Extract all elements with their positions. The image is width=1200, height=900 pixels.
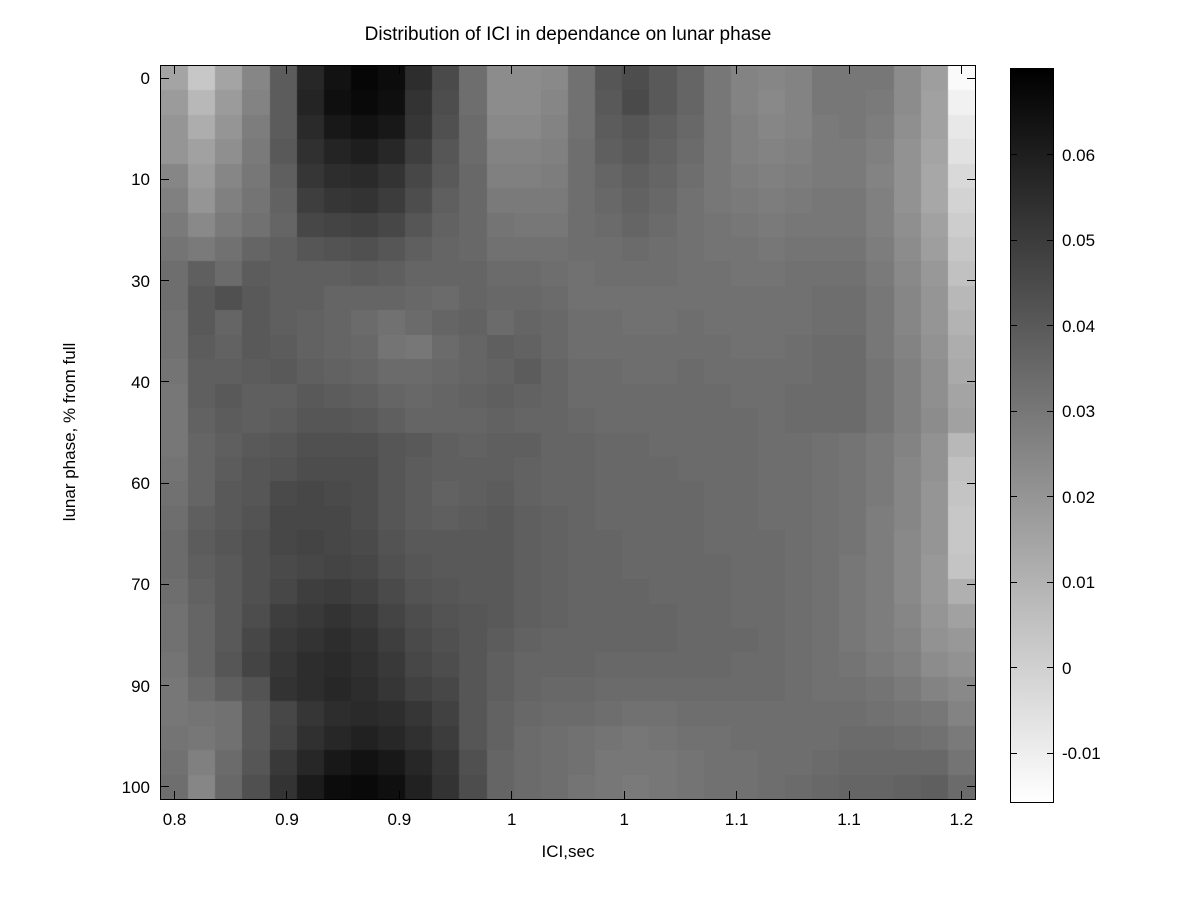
heatmap-canvas	[161, 66, 975, 799]
colorbar-tick	[1047, 239, 1053, 241]
colorbar-tick	[1011, 410, 1017, 412]
x-axis-label: ICI,sec	[541, 842, 595, 861]
x-axis-tick	[398, 791, 400, 799]
colorbar-tick	[1047, 581, 1053, 583]
colorbar-tick-label: -0.01	[1062, 744, 1101, 764]
colorbar-tick	[1047, 154, 1053, 156]
y-axis-tick	[967, 685, 975, 687]
y-axis-tick	[161, 583, 169, 585]
y-tick-label: 90	[131, 676, 150, 696]
y-tick-label: 70	[131, 575, 150, 595]
x-axis-tick	[848, 791, 850, 799]
colorbar-tick-label: 0.02	[1062, 487, 1096, 507]
y-axis-tick	[161, 685, 169, 687]
x-axis-tick	[736, 66, 738, 74]
y-axis-tick	[967, 178, 975, 180]
colorbar-tick-label: 0.04	[1062, 316, 1096, 336]
colorbar-tick	[1047, 752, 1053, 754]
heatmap-plot	[160, 65, 976, 800]
x-tick-label: 1.1	[837, 810, 861, 829]
y-axis-tick	[161, 280, 169, 282]
y-tick-label: 100	[121, 777, 150, 797]
x-tick-label: 0.9	[387, 810, 412, 829]
y-tick-label: 0	[140, 69, 150, 89]
y-axis-tick	[161, 786, 169, 788]
colorbar-tick	[1047, 496, 1053, 498]
x-tick-label: 1	[619, 810, 629, 829]
x-tick-label: 0.9	[275, 810, 299, 829]
x-tick-label: 1	[507, 810, 517, 829]
x-axis-tick	[511, 791, 513, 799]
colorbar-tick-label: 0.05	[1062, 231, 1096, 251]
x-axis-tick	[286, 791, 288, 799]
y-axis-tick	[967, 280, 975, 282]
y-tick-label: 30	[131, 271, 150, 291]
colorbar-tick	[1011, 325, 1017, 327]
colorbar-tick	[1011, 496, 1017, 498]
x-axis-tick	[848, 66, 850, 74]
y-axis-tick	[161, 381, 169, 383]
x-tick-label: 1.1	[724, 810, 749, 829]
x-axis-tick	[623, 791, 625, 799]
y-axis-tick	[967, 482, 975, 484]
x-tick-label: 0.8	[162, 810, 187, 829]
colorbar-tick	[1011, 239, 1017, 241]
colorbar-tick-label: 0.03	[1062, 402, 1096, 422]
colorbar	[1010, 68, 1054, 803]
colorbar-tick-label: 0.06	[1062, 145, 1096, 165]
colorbar-tick	[1011, 154, 1017, 156]
x-axis-tick	[398, 66, 400, 74]
colorbar-tick	[1011, 752, 1017, 754]
colorbar-tick	[1047, 410, 1053, 412]
y-axis-tick	[967, 786, 975, 788]
y-axis-tick	[967, 77, 975, 79]
y-axis-tick	[967, 583, 975, 585]
colorbar-tick-label: 0	[1062, 658, 1072, 678]
x-axis-tick	[511, 66, 513, 74]
colorbar-tick	[1047, 325, 1053, 327]
x-axis-tick	[736, 791, 738, 799]
x-tick-label: 1.2	[949, 810, 974, 829]
x-axis-tick	[960, 791, 962, 799]
y-axis-tick	[161, 178, 169, 180]
x-axis-tick	[174, 66, 176, 74]
colorbar-tick	[1011, 581, 1017, 583]
colorbar-tick-label: 0.01	[1062, 573, 1096, 593]
y-tick-label: 10	[131, 170, 150, 190]
x-axis-tick	[623, 66, 625, 74]
y-tick-label: 40	[131, 372, 150, 392]
y-tick-label: 60	[131, 474, 150, 494]
chart-title: Distribution of ICI in dependance on lun…	[364, 24, 772, 45]
y-axis-tick	[161, 482, 169, 484]
y-axis-tick	[161, 77, 169, 79]
x-axis-tick	[174, 791, 176, 799]
y-axis-tick	[967, 381, 975, 383]
colorbar-tick	[1047, 667, 1053, 669]
x-axis-tick	[286, 66, 288, 74]
y-axis-label: lunar phase, % from full	[60, 342, 79, 522]
colorbar-tick	[1011, 667, 1017, 669]
x-axis-tick	[960, 66, 962, 74]
